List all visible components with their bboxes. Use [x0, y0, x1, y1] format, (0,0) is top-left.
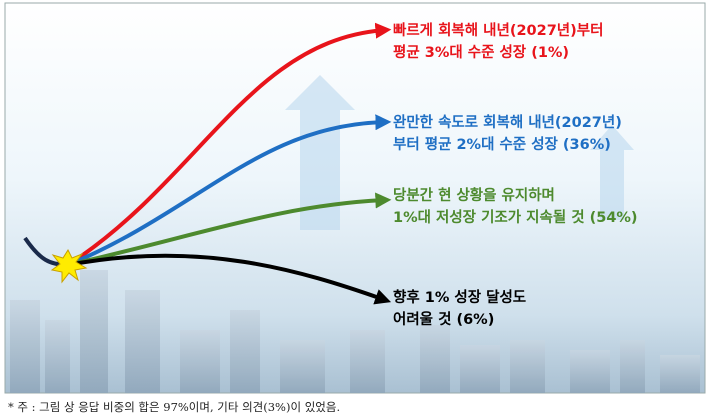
label-line: 당분간 현 상황을 유지하며: [393, 186, 555, 204]
label-line: 평균 3%대 수준 성장 (1%): [393, 43, 569, 61]
footnote: * 주 : 그림 상 응답 비중의 합은 97%이며, 기타 의견(3%)이 있…: [8, 400, 340, 414]
skyline: [10, 270, 700, 393]
label-line: 부터 평균 2%대 수준 성장 (36%): [393, 135, 611, 153]
arrow-black: [67, 253, 392, 305]
bg-arrows: [285, 75, 634, 230]
start-burst: [50, 248, 88, 284]
arrow-green: [67, 192, 392, 267]
label-line: 완만한 속도로 회복해 내년(2027년): [393, 114, 622, 131]
arrow-red: [66, 22, 392, 267]
label-line: 1%대 저성장 기조가 지속될 것 (54%): [393, 208, 638, 226]
label-line: 어려울 것 (6%): [393, 311, 494, 328]
arrow-blue: [67, 114, 392, 267]
label-line: 향후 1% 성장 달성도: [393, 288, 526, 306]
background: [4, 2, 706, 394]
label-line: 빠르게 회복해 내년(2027년)부터: [393, 21, 603, 39]
